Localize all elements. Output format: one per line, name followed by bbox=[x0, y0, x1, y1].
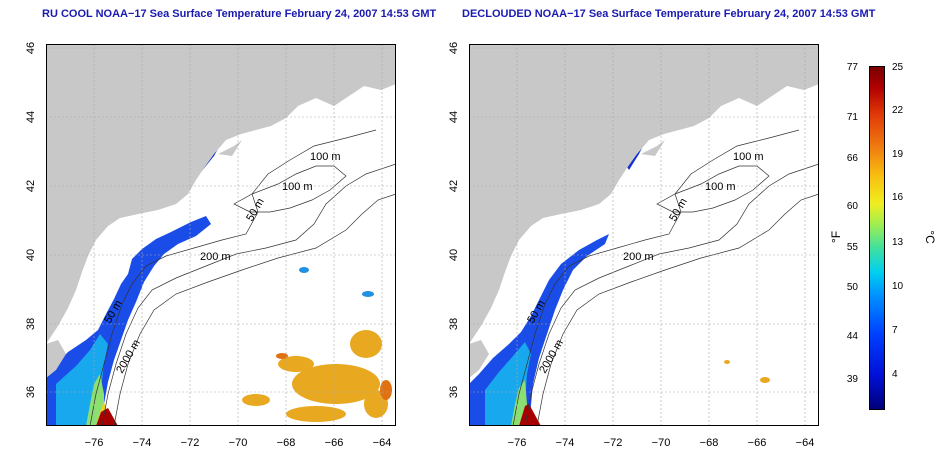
y-tick-label: 40 bbox=[25, 249, 37, 261]
map-title-right: DECLOUDED NOAA−17 Sea Surface Temperatur… bbox=[462, 8, 876, 20]
land-mass bbox=[46, 44, 396, 378]
f-tick-label: 77 bbox=[847, 62, 859, 73]
y-tick-label: 36 bbox=[448, 386, 460, 398]
celsius-ticks: 25 22 19 16 13 10 7 4 bbox=[892, 62, 904, 380]
x-tick-label: −74 bbox=[556, 437, 575, 449]
f-tick-label: 39 bbox=[847, 374, 859, 385]
y-axis-left: 36 38 40 42 44 46 bbox=[25, 42, 37, 398]
f-tick-label: 71 bbox=[847, 112, 859, 123]
celsius-unit-label: °C bbox=[923, 230, 937, 244]
y-tick-label: 44 bbox=[448, 111, 460, 123]
x-tick-label: −64 bbox=[373, 437, 392, 449]
c-tick-label: 10 bbox=[892, 281, 904, 292]
c-tick-label: 22 bbox=[892, 105, 904, 116]
f-tick-label: 44 bbox=[847, 331, 859, 342]
sst-map-right: 100 m 100 m 50 m 200 m 50 m 2000 m bbox=[469, 44, 819, 426]
x-tick-label: −72 bbox=[604, 437, 623, 449]
c-tick-label: 19 bbox=[892, 149, 904, 160]
y-tick-label: 46 bbox=[448, 42, 460, 54]
x-tick-label: −76 bbox=[85, 437, 104, 449]
f-tick-label: 50 bbox=[847, 282, 859, 293]
x-tick-label: −64 bbox=[796, 437, 815, 449]
y-tick-label: 38 bbox=[25, 318, 37, 330]
y-axis-right: 36 38 40 42 44 46 bbox=[448, 42, 460, 398]
c-tick-label: 13 bbox=[892, 237, 904, 248]
f-tick-label: 60 bbox=[847, 201, 859, 212]
y-tick-label: 38 bbox=[448, 318, 460, 330]
c-tick-label: 4 bbox=[892, 369, 898, 380]
y-tick-label: 42 bbox=[25, 180, 37, 192]
y-tick-label: 44 bbox=[25, 111, 37, 123]
x-tick-label: −72 bbox=[181, 437, 200, 449]
f-tick-label: 66 bbox=[847, 153, 859, 164]
x-tick-label: −66 bbox=[748, 437, 767, 449]
y-tick-label: 40 bbox=[448, 249, 460, 261]
contour-label: 100 m bbox=[705, 181, 736, 193]
f-tick-label: 55 bbox=[847, 242, 859, 253]
c-tick-label: 7 bbox=[892, 325, 898, 336]
sst-map-left: 100 m 100 m 50 m 200 m 50 m 2000 m bbox=[46, 44, 396, 426]
contour-label: 100 m bbox=[733, 151, 764, 163]
temperature-colorbar bbox=[869, 66, 885, 410]
x-tick-label: −66 bbox=[325, 437, 344, 449]
y-tick-label: 42 bbox=[448, 180, 460, 192]
c-tick-label: 16 bbox=[892, 192, 904, 203]
y-tick-label: 36 bbox=[25, 386, 37, 398]
x-axis-left: −76 −74 −72 −70 −68 −66 −64 bbox=[85, 437, 392, 449]
x-tick-label: −76 bbox=[508, 437, 527, 449]
c-tick-label: 25 bbox=[892, 62, 904, 73]
map-frame bbox=[469, 44, 819, 426]
x-tick-label: −70 bbox=[652, 437, 671, 449]
x-tick-label: −70 bbox=[229, 437, 248, 449]
x-tick-label: −74 bbox=[133, 437, 152, 449]
map-frame bbox=[46, 44, 396, 426]
colorbar-labels: 77 71 66 60 55 50 44 39 25 22 19 16 13 1… bbox=[829, 62, 937, 385]
contour-label: 100 m bbox=[310, 151, 341, 163]
y-tick-label: 46 bbox=[25, 42, 37, 54]
x-tick-label: −68 bbox=[277, 437, 296, 449]
bathymetry-contours bbox=[512, 129, 819, 426]
bathymetry-contours bbox=[89, 129, 396, 426]
fahrenheit-unit-label: °F bbox=[829, 231, 843, 243]
sst-water-overlay bbox=[46, 124, 392, 426]
fahrenheit-ticks: 77 71 66 60 55 50 44 39 bbox=[847, 62, 859, 385]
contour-label: 100 m bbox=[282, 181, 313, 193]
map-title-left: RU COOL NOAA−17 Sea Surface Temperature … bbox=[42, 8, 437, 20]
x-axis-right: −76 −74 −72 −70 −68 −66 −64 bbox=[508, 437, 815, 449]
x-tick-label: −68 bbox=[700, 437, 719, 449]
land-mass bbox=[469, 44, 819, 378]
contour-label: 200 m bbox=[623, 251, 654, 263]
contour-label: 200 m bbox=[200, 251, 231, 263]
